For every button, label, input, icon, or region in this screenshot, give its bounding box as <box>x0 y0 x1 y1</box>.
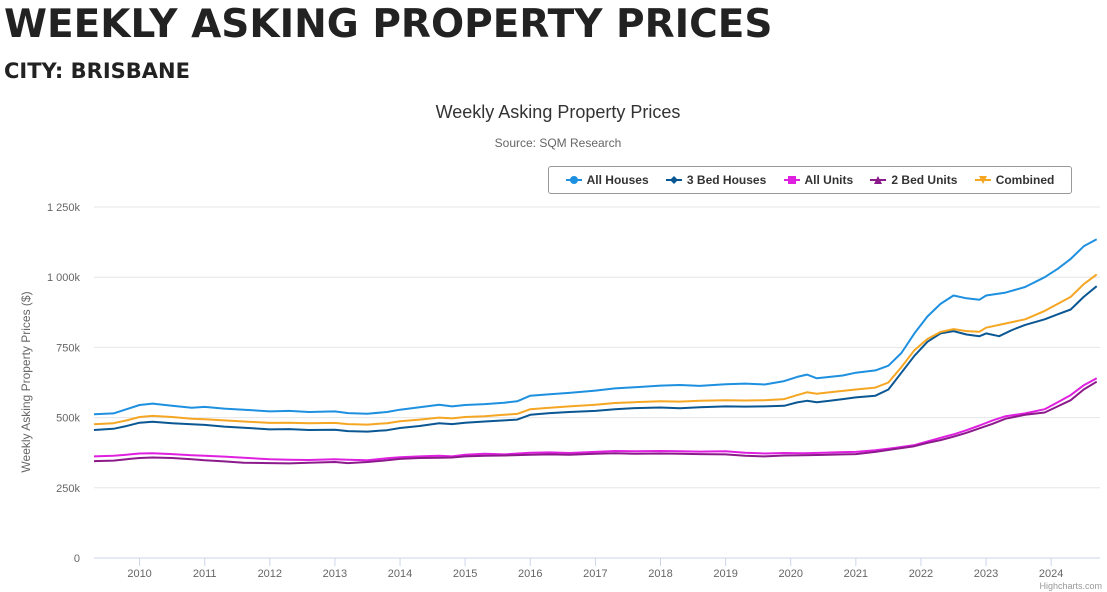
square-marker-icon <box>783 176 800 184</box>
y-tick-label: 0 <box>74 553 80 565</box>
circle-marker-icon <box>565 176 582 184</box>
legend-item-label: Combined <box>995 173 1055 187</box>
x-tick-label: 2015 <box>453 568 477 580</box>
legend-item-label: All Houses <box>586 173 649 187</box>
x-tick-label: 2021 <box>844 568 868 580</box>
x-tick-label: 2017 <box>583 568 607 580</box>
legend-item-label: 2 Bed Units <box>891 173 958 187</box>
y-tick-label: 250k <box>56 483 80 495</box>
diamond-marker-icon <box>665 176 682 184</box>
x-axis-ticks: 2010 2011 2012 2013 2014 2015 2016 2017 2018 2019… <box>127 558 1063 580</box>
y-axis-ticks: 0 250k 500k 750k 1 000k 1 250k <box>47 202 81 565</box>
series-line-all-units[interactable] <box>93 377 1098 462</box>
x-tick-label: 2012 <box>258 568 282 580</box>
triangle-down-marker-icon <box>974 176 991 184</box>
series-lines <box>93 238 1098 465</box>
y-gridlines <box>94 206 1100 559</box>
page-title: WEEKLY ASKING PROPERTY PRICES <box>4 2 773 47</box>
y-axis-label: Weekly Asking Property Prices ($) <box>19 291 33 472</box>
series-line-all-houses[interactable] <box>93 238 1098 416</box>
x-tick-label: 2013 <box>323 568 347 580</box>
x-tick-label: 2014 <box>388 568 412 580</box>
legend-item-combined[interactable]: Combined <box>974 173 1055 187</box>
chart-title: Weekly Asking Property Prices <box>436 102 681 122</box>
x-tick-label: 2011 <box>193 568 217 580</box>
legend-item-3-bed-houses[interactable]: 3 Bed Houses <box>665 173 767 187</box>
x-tick-label: 2019 <box>713 568 737 580</box>
page-subtitle: CITY: BRISBANE <box>4 59 190 83</box>
series-line-3-bed-houses[interactable] <box>93 285 1098 433</box>
legend-item-label: 3 Bed Houses <box>686 173 767 187</box>
legend-item-all-houses[interactable]: All Houses <box>565 173 649 187</box>
chart-subtitle: Source: SQM Research <box>495 136 622 150</box>
x-tick-label: 2023 <box>974 568 998 580</box>
legend-item-2-bed-units[interactable]: 2 Bed Units <box>870 173 957 187</box>
y-tick-label: 500k <box>56 413 80 425</box>
y-tick-label: 750k <box>56 342 80 354</box>
chart-legend: All Houses 3 Bed Houses All Units 2 Bed Uni… <box>548 166 1072 194</box>
highcharts-credits[interactable]: Highcharts.com <box>1039 581 1102 591</box>
x-tick-label: 2024 <box>1039 568 1063 580</box>
legend-item-all-units[interactable]: All Units <box>783 173 854 187</box>
y-tick-label: 1 250k <box>47 202 81 214</box>
x-tick-label: 2016 <box>518 568 542 580</box>
x-tick-label: 2018 <box>648 568 672 580</box>
y-tick-label: 1 000k <box>47 272 81 284</box>
x-tick-label: 2020 <box>778 568 802 580</box>
x-tick-label: 2022 <box>909 568 933 580</box>
triangle-marker-icon <box>870 176 887 184</box>
series-line-combined[interactable] <box>93 273 1098 426</box>
legend-item-label: All Units <box>804 173 854 187</box>
x-tick-label: 2010 <box>127 568 151 580</box>
series-line-2-bed-units[interactable] <box>93 380 1098 465</box>
